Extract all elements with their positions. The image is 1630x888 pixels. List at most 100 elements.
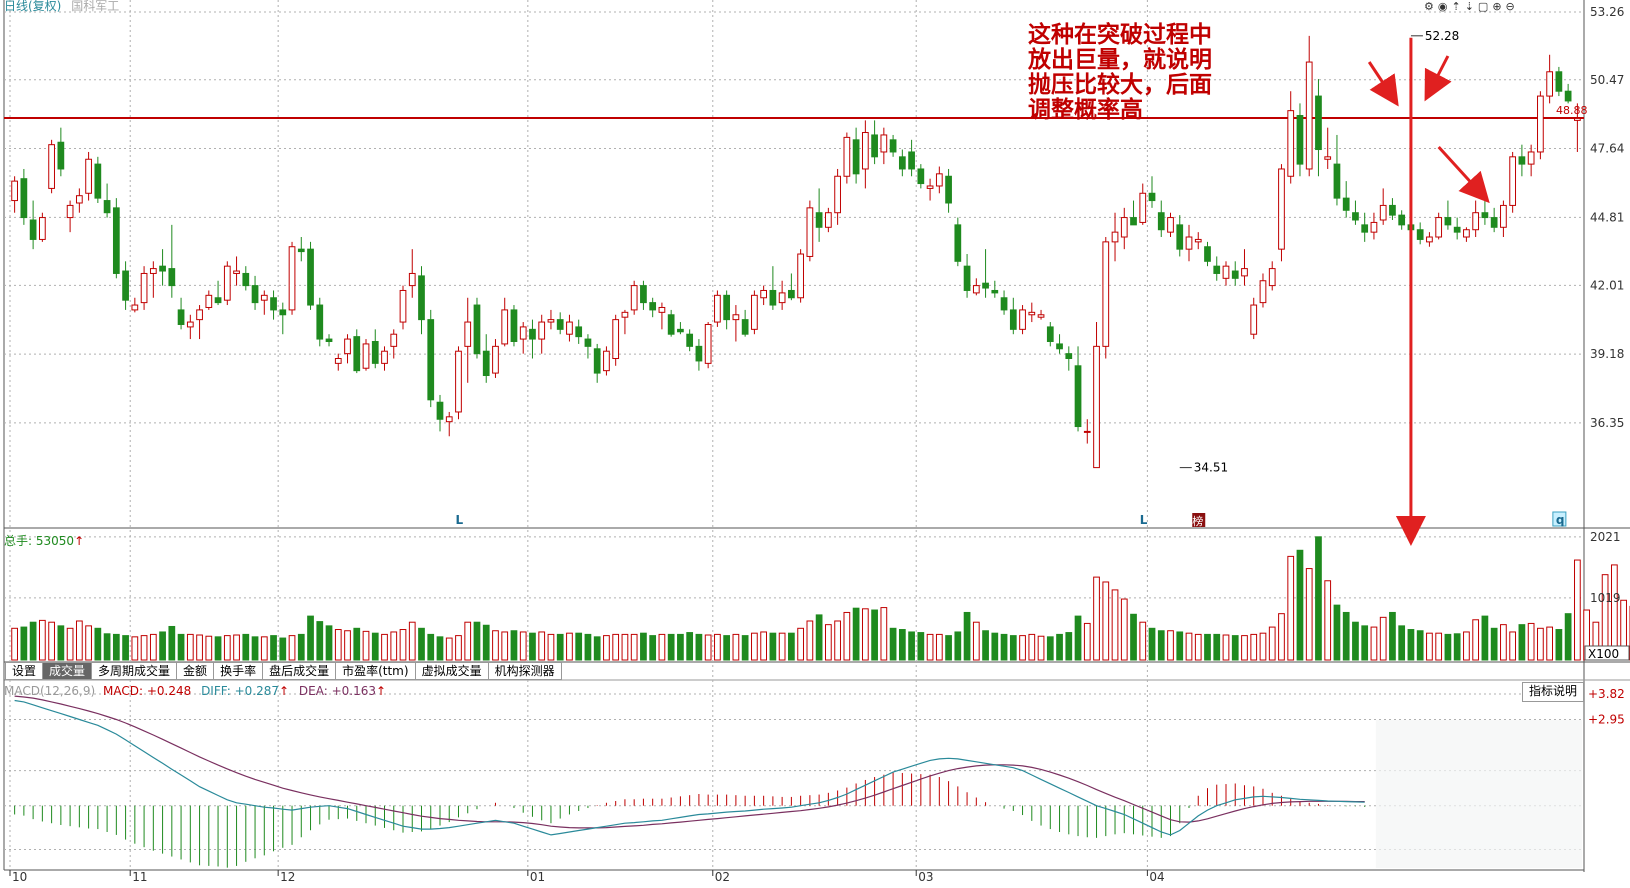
annotation-line-1: 这种在突破过程中 <box>1028 22 1248 47</box>
candle-body <box>1010 310 1016 329</box>
volume-bar <box>983 631 989 660</box>
price-candle <box>271 290 277 319</box>
candle-body <box>946 176 952 203</box>
indicator-help-button[interactable]: 指标说明 <box>1522 682 1584 702</box>
candle-body <box>1316 96 1322 149</box>
price-candle <box>21 169 27 225</box>
price-candle <box>58 128 64 177</box>
tab-volume[interactable]: 成交量 <box>43 662 92 680</box>
price-candle <box>890 135 896 157</box>
price-candle <box>964 254 970 298</box>
tab-virtual-volume[interactable]: 虚拟成交量 <box>416 662 489 680</box>
candle-body <box>326 339 332 341</box>
volume-bar <box>150 634 156 660</box>
price-candle <box>1047 322 1053 346</box>
candle-body <box>1353 213 1359 220</box>
candle-body <box>419 276 425 320</box>
price-candle <box>1214 256 1220 280</box>
candle-body <box>899 157 905 169</box>
candle-body <box>520 327 526 339</box>
candle-body <box>789 290 795 297</box>
candle-body <box>298 249 304 251</box>
price-candle <box>326 334 332 346</box>
volume-bar <box>39 620 45 660</box>
square-icon[interactable]: ▢ <box>1478 0 1488 13</box>
volume-bar <box>1242 636 1248 660</box>
volume-bar <box>1121 599 1127 660</box>
volume-bar <box>659 634 665 660</box>
tab-multi-period-volume[interactable]: 多周期成交量 <box>92 662 177 680</box>
l-marker-label: L <box>455 513 463 527</box>
volume-bar <box>1380 617 1386 660</box>
volume-bar <box>474 622 480 660</box>
volume-bar <box>539 632 545 660</box>
candle-body <box>178 310 184 325</box>
volume-bar <box>511 631 517 660</box>
price-candle <box>1038 310 1044 320</box>
chart-mode-label[interactable]: 日线(复权) <box>4 0 61 13</box>
volume-bar <box>289 636 295 660</box>
candle-body <box>567 322 573 334</box>
up-icon[interactable]: ⇡ <box>1451 0 1460 13</box>
gear-icon[interactable]: ⚙ <box>1424 0 1434 13</box>
price-candle <box>160 249 166 285</box>
price-candle <box>1464 227 1470 242</box>
tab-after-hours-volume[interactable]: 盘后成交量 <box>263 662 336 680</box>
price-tick-label: 50.47 <box>1590 73 1624 87</box>
volume-bar <box>1501 625 1507 660</box>
volume-bar <box>1510 632 1516 660</box>
price-candle <box>1482 201 1488 225</box>
candle-body <box>983 283 989 288</box>
tab-turnover[interactable]: 换手率 <box>214 662 263 680</box>
tab-pe-ttm[interactable]: 市盈率(ttm) <box>336 662 415 680</box>
tab-amount[interactable]: 金额 <box>177 662 214 680</box>
price-candle <box>1316 79 1322 176</box>
tab-institution-detector[interactable]: 机构探测器 <box>489 662 562 680</box>
volume-bar <box>1297 550 1303 660</box>
price-candle <box>252 276 258 310</box>
price-candle <box>678 322 684 334</box>
volume-bar <box>1436 633 1442 660</box>
volume-bar <box>419 628 425 660</box>
price-candle <box>1010 298 1016 334</box>
volume-bar <box>1149 628 1155 660</box>
price-candle <box>946 169 952 213</box>
date-tick-label: 01 <box>530 870 545 883</box>
volume-bar <box>678 634 684 660</box>
volume-bar <box>622 634 628 660</box>
tab-settings[interactable]: 设置 <box>5 662 43 680</box>
candle-body <box>335 359 341 364</box>
price-candle <box>224 261 230 305</box>
price-candle <box>641 281 647 310</box>
candle-body <box>30 220 36 239</box>
volume-bar <box>807 621 813 660</box>
volume-bar <box>12 628 18 660</box>
minus-icon[interactable]: ⊖ <box>1506 0 1515 13</box>
volume-bar <box>1131 614 1137 660</box>
price-candle <box>844 133 850 184</box>
candle-body <box>622 312 628 317</box>
eye-icon[interactable]: ◉ <box>1438 0 1448 13</box>
volume-bar <box>1306 569 1312 660</box>
price-candle <box>576 320 582 344</box>
price-candle <box>1288 91 1294 183</box>
l-marker-label: L <box>1140 513 1148 527</box>
volume-bar <box>1528 623 1534 660</box>
price-candle <box>1242 249 1248 285</box>
plus-icon[interactable]: ⊕ <box>1492 0 1501 13</box>
price-candle <box>289 242 295 315</box>
volume-bar <box>789 633 795 660</box>
candle-body <box>844 137 850 176</box>
volume-bar <box>58 626 64 660</box>
macd-faded-area <box>1376 720 1582 868</box>
volume-bar <box>104 634 110 660</box>
volume-bar <box>770 633 776 660</box>
volume-bar <box>215 637 221 660</box>
candle-body <box>141 273 147 302</box>
candle-body <box>909 152 915 169</box>
candle-body <box>113 208 119 274</box>
volume-bar <box>955 632 961 660</box>
down-icon[interactable]: ⇣ <box>1465 0 1474 13</box>
volume-bar <box>1001 634 1007 660</box>
